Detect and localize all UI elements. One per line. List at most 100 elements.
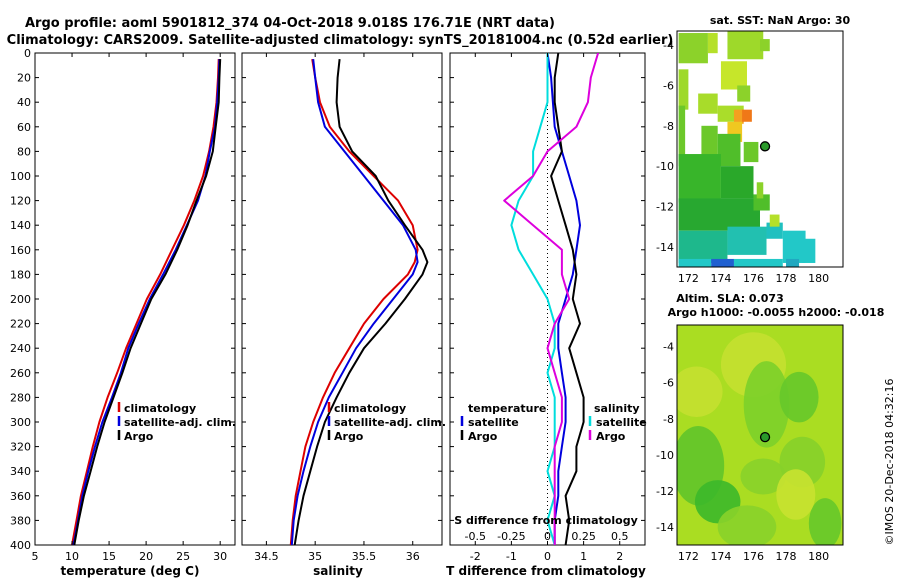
series-line-s-argo: [503, 53, 600, 545]
sst-cell: [678, 258, 712, 267]
sst-cell: [727, 226, 767, 255]
map-x-tick-label: 178: [776, 550, 797, 563]
map-y-tick-label: -14: [656, 241, 674, 254]
sla-blob: [808, 498, 842, 545]
sst-cell: [707, 33, 718, 54]
sla-blob: [740, 458, 787, 495]
x2-tick-label: -0.25: [497, 530, 525, 543]
salinity-xlabel: salinity: [313, 564, 363, 578]
sst-cell: [802, 238, 816, 263]
map-y-tick-label: -14: [656, 521, 674, 534]
sst-cell: [678, 105, 686, 167]
x-tick-label: 15: [102, 550, 116, 563]
y-tick-label: 80: [17, 145, 31, 158]
legend-s-satellite: satellite: [596, 416, 647, 429]
y-tick-label: 220: [10, 318, 31, 331]
sst-map-title: sat. SST: NaN Argo: 30: [710, 14, 851, 27]
sst-cell: [760, 39, 770, 52]
map-x-tick-label: 172: [678, 272, 699, 285]
x-tick-label: 25: [176, 550, 190, 563]
series-line-argo: [73, 59, 222, 545]
y-tick-label: 380: [10, 514, 31, 527]
y-tick-label: 240: [10, 342, 31, 355]
map-x-tick-label: 176: [743, 550, 764, 563]
sst-cell: [720, 61, 747, 90]
x-tick-label: -1: [506, 550, 517, 563]
sst-cell: [756, 182, 764, 199]
series-line-t-satellite: [546, 53, 581, 545]
y-tick-label: 200: [10, 293, 31, 306]
map-x-tick-label: 174: [710, 272, 731, 285]
map-y-tick-label: -8: [663, 413, 674, 426]
sst-map-frame: [676, 30, 844, 268]
x-tick-label: 5: [32, 550, 39, 563]
temperature-xlabel: temperature (deg C): [61, 564, 200, 578]
sst-cell: [743, 141, 759, 163]
map-x-tick-label: 178: [776, 272, 797, 285]
y-tick-label: 180: [10, 268, 31, 281]
map-y-tick-label: -12: [656, 485, 674, 498]
series-line-argo: [293, 58, 429, 545]
sst-cell: [678, 230, 728, 263]
legend-temperature-title: temperature: [468, 402, 546, 415]
series-line-t-argo: [550, 53, 585, 545]
salinity-legend: climatology satellite-adj. clim. Argo: [327, 402, 446, 443]
salinity-plot-frame: [241, 52, 443, 546]
map-x-tick-label: 174: [710, 550, 731, 563]
sla-map: [677, 332, 842, 545]
legend-satellite-adj: satellite-adj. clim.: [124, 416, 236, 429]
x-tick-label: 10: [65, 550, 79, 563]
sla-map-title: Altim. SLA: 0.073: [676, 292, 783, 305]
legend-argo: Argo: [124, 430, 154, 443]
sst-cell: [742, 109, 752, 122]
y-tick-label: 400: [10, 539, 31, 552]
x-tick-label: 36: [406, 550, 420, 563]
sst-cell: [786, 258, 800, 267]
series-line-climatology: [289, 58, 419, 545]
s-difference-label: S difference from climatology: [454, 514, 638, 527]
sst-cell: [737, 85, 751, 102]
sla-blob: [776, 469, 816, 520]
sla-map-frame: [676, 324, 844, 546]
sst-cell: [733, 109, 744, 124]
map-y-tick-label: -10: [656, 160, 674, 173]
sla-blob: [779, 371, 819, 423]
x-tick-label: 34.5: [254, 550, 279, 563]
sst-cell: [701, 125, 718, 159]
y-tick-label: 20: [17, 72, 31, 85]
legend-salinity-title: salinity: [594, 402, 640, 415]
copyright-label: ©IMOS 20-Dec-2018 04:32:16: [883, 379, 896, 546]
sla-blob: [743, 361, 790, 448]
argo-position-marker: [759, 431, 771, 443]
sst-cell: [720, 166, 754, 199]
y-tick-label: 260: [10, 367, 31, 380]
y-tick-label: 100: [10, 170, 31, 183]
difference-xlabel: T difference from climatology: [446, 564, 646, 578]
series-line-s-satellite: [510, 53, 556, 545]
x2-tick-label: 0.5: [611, 530, 629, 543]
salinity-series: [289, 58, 429, 545]
series-line-satellite-adj-clim-: [290, 58, 419, 545]
legend-t-argo: Argo: [468, 430, 498, 443]
y-tick-label: 0: [24, 47, 31, 60]
map-y-tick-label: -10: [656, 449, 674, 462]
y-tick-label: 280: [10, 391, 31, 404]
sst-cell: [678, 154, 721, 203]
x2-tick-label: 0.25: [571, 530, 596, 543]
series-line-climatology: [71, 59, 220, 545]
map-x-tick-label: 176: [743, 272, 764, 285]
x-tick-label: 35: [308, 550, 322, 563]
y-tick-label: 340: [10, 465, 31, 478]
sst-cell: [769, 214, 780, 227]
map-x-tick-label: 180: [808, 550, 829, 563]
y-tick-label: 160: [10, 244, 31, 257]
legend-argo: Argo: [334, 430, 364, 443]
map-y-tick-label: -12: [656, 200, 674, 213]
x-tick-label: -2: [470, 550, 481, 563]
map-y-tick-label: -4: [663, 39, 674, 52]
x2-tick-label: 0: [544, 530, 551, 543]
sla-blob: [677, 366, 723, 417]
x2-tick-label: -0.5: [465, 530, 486, 543]
x-tick-label: 20: [139, 550, 153, 563]
sst-cell: [678, 69, 689, 110]
